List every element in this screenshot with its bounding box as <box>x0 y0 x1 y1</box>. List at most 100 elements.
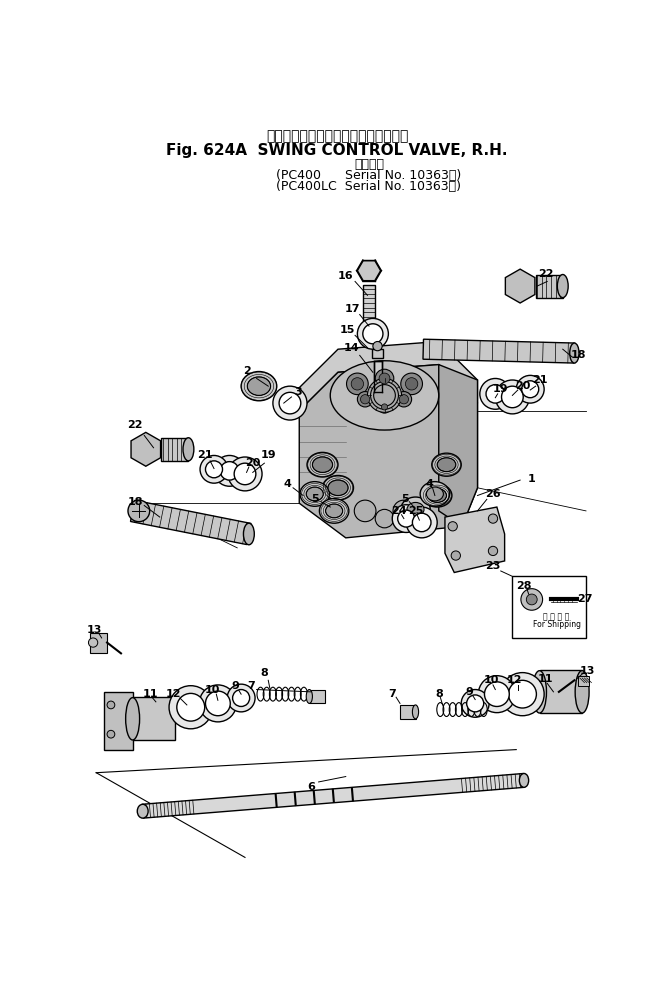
Circle shape <box>495 380 530 414</box>
Text: (PC400      Serial No. 10363～): (PC400 Serial No. 10363～) <box>276 169 462 182</box>
Circle shape <box>107 701 114 709</box>
Circle shape <box>478 676 515 712</box>
Text: 25: 25 <box>408 506 423 516</box>
Text: 22: 22 <box>538 269 553 279</box>
Circle shape <box>373 342 382 351</box>
Ellipse shape <box>243 523 254 545</box>
Polygon shape <box>299 342 478 411</box>
Circle shape <box>107 730 114 738</box>
Circle shape <box>413 513 431 532</box>
Text: 19: 19 <box>261 450 276 460</box>
Ellipse shape <box>426 487 443 501</box>
Circle shape <box>401 373 422 395</box>
Ellipse shape <box>519 773 528 787</box>
Polygon shape <box>439 364 478 526</box>
Circle shape <box>480 378 511 409</box>
Polygon shape <box>130 500 251 545</box>
Ellipse shape <box>313 457 332 473</box>
Text: 4: 4 <box>426 479 434 489</box>
Circle shape <box>220 462 239 480</box>
Ellipse shape <box>328 480 348 495</box>
Circle shape <box>488 547 497 556</box>
Circle shape <box>205 461 222 478</box>
Text: 16: 16 <box>338 271 353 281</box>
Circle shape <box>522 381 539 398</box>
Text: 13: 13 <box>580 666 595 676</box>
Circle shape <box>378 401 391 413</box>
Ellipse shape <box>306 487 323 501</box>
Text: Fig. 624A  SWING CONTROL VALVE, R.H.: Fig. 624A SWING CONTROL VALVE, R.H. <box>166 143 508 158</box>
Text: 14: 14 <box>344 343 360 353</box>
Circle shape <box>517 375 544 403</box>
Circle shape <box>399 395 409 404</box>
Ellipse shape <box>407 502 424 516</box>
Ellipse shape <box>126 697 139 740</box>
Text: 26: 26 <box>485 489 501 499</box>
Bar <box>90 632 107 653</box>
Text: 9: 9 <box>466 687 474 696</box>
Bar <box>374 361 382 392</box>
Circle shape <box>521 589 543 611</box>
Circle shape <box>228 457 262 491</box>
Text: 2: 2 <box>243 365 251 375</box>
Ellipse shape <box>322 476 353 500</box>
Circle shape <box>357 392 373 407</box>
Bar <box>578 677 589 686</box>
Text: For Shipping: For Shipping <box>532 621 580 629</box>
Ellipse shape <box>557 275 568 297</box>
Polygon shape <box>131 432 161 466</box>
Text: 旋　回　コントロール　バルブ，　右: 旋 回 コントロール バルブ， 右 <box>266 129 409 143</box>
Circle shape <box>375 369 393 388</box>
Circle shape <box>361 395 370 404</box>
Circle shape <box>451 551 461 560</box>
Circle shape <box>509 681 536 708</box>
Circle shape <box>406 507 437 538</box>
Ellipse shape <box>401 497 430 522</box>
Circle shape <box>347 373 368 395</box>
Text: (PC400LC  Serial No. 10363～): (PC400LC Serial No. 10363～) <box>276 180 461 193</box>
Ellipse shape <box>428 489 447 502</box>
Text: 1: 1 <box>528 474 536 484</box>
Circle shape <box>354 500 376 522</box>
Text: 28: 28 <box>517 581 532 591</box>
Ellipse shape <box>413 705 418 719</box>
Bar <box>372 350 383 359</box>
Ellipse shape <box>326 504 343 518</box>
Text: 18: 18 <box>127 496 143 506</box>
Circle shape <box>526 594 537 605</box>
Ellipse shape <box>432 453 461 477</box>
Text: 運 搬 部 品: 運 搬 部 品 <box>544 613 570 622</box>
Circle shape <box>448 522 457 531</box>
Text: 11: 11 <box>143 690 158 699</box>
Circle shape <box>405 377 418 390</box>
Circle shape <box>486 384 505 403</box>
Text: 8: 8 <box>435 690 443 699</box>
Circle shape <box>461 690 489 717</box>
Circle shape <box>214 455 245 487</box>
Ellipse shape <box>247 377 270 395</box>
Text: 5: 5 <box>311 494 318 504</box>
Text: 6: 6 <box>307 781 315 792</box>
Circle shape <box>379 373 390 384</box>
Circle shape <box>273 386 307 420</box>
Circle shape <box>393 500 415 522</box>
Circle shape <box>234 463 256 485</box>
Circle shape <box>367 378 401 413</box>
Ellipse shape <box>241 371 277 401</box>
Ellipse shape <box>437 458 456 472</box>
Text: 18: 18 <box>570 351 586 361</box>
Circle shape <box>396 392 412 407</box>
Circle shape <box>128 500 149 522</box>
Text: 17: 17 <box>344 304 360 314</box>
Circle shape <box>501 386 523 408</box>
Bar <box>309 690 325 703</box>
Circle shape <box>544 593 556 606</box>
Text: 27: 27 <box>576 595 592 605</box>
Circle shape <box>232 690 249 706</box>
Text: 22: 22 <box>127 420 143 429</box>
Text: 9: 9 <box>232 682 240 691</box>
Circle shape <box>169 686 213 729</box>
Ellipse shape <box>330 361 439 430</box>
Text: 4: 4 <box>284 479 291 489</box>
Circle shape <box>351 377 364 390</box>
